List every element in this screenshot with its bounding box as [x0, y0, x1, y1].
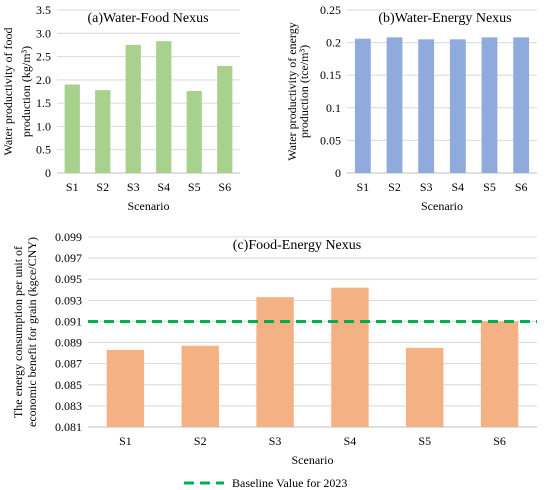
x-tick-label: S2	[388, 180, 401, 194]
y-tick-label: 0	[45, 166, 51, 180]
x-axis-title: Scenario	[128, 199, 170, 213]
x-tick-label: S3	[127, 180, 140, 194]
bar	[186, 91, 202, 173]
bar	[480, 321, 519, 427]
y-tick-label: 0.093	[55, 293, 82, 307]
y-tick-label: 0.085	[55, 378, 82, 392]
bar	[95, 90, 111, 173]
bar	[449, 39, 466, 174]
y-tick-label: 0.25	[320, 3, 341, 17]
y-tick-label: 0.081	[55, 420, 82, 434]
x-tick-label: S1	[66, 180, 79, 194]
bar	[481, 37, 498, 173]
y-tick-label: 0.091	[55, 314, 82, 328]
x-tick-label: S5	[418, 434, 431, 448]
y-tick-label: 0.087	[55, 357, 82, 371]
x-tick-label: S5	[483, 180, 496, 194]
y-tick-label: 2.0	[36, 73, 51, 87]
y-tick-label: 0.099	[55, 230, 82, 244]
y-axis-title: production (kg/m³)	[19, 46, 33, 137]
bar	[331, 287, 369, 427]
x-tick-label: S2	[96, 180, 109, 194]
x-tick-label: S6	[218, 180, 231, 194]
x-axis-title: Scenario	[421, 199, 463, 213]
x-tick-label: S3	[420, 180, 433, 194]
x-tick-label: S1	[119, 434, 132, 448]
x-tick-label: S4	[451, 180, 464, 194]
panel-title: (b)Water-Energy Nexus	[378, 11, 511, 26]
y-tick-label: 0.5	[36, 143, 51, 157]
y-tick-label: 0.1	[326, 101, 341, 115]
y-axis-title: production (tce/m³)	[297, 45, 311, 138]
x-tick-label: S4	[157, 180, 170, 194]
bar	[418, 39, 435, 174]
x-tick-label: S2	[194, 434, 207, 448]
x-tick-label: S5	[188, 180, 201, 194]
y-tick-label: 0.095	[55, 272, 82, 286]
y-tick-label: 0.2	[326, 36, 341, 50]
bar	[513, 37, 530, 173]
bar	[406, 347, 444, 427]
legend-baseline-label: Baseline Value for 2023	[232, 476, 347, 490]
x-tick-label: S6	[493, 434, 506, 448]
legend: Baseline Value for 2023	[184, 476, 347, 490]
bar	[217, 65, 233, 173]
y-tick-label: 2.5	[36, 50, 51, 64]
bar	[386, 37, 403, 173]
y-tick-label: 0.083	[55, 399, 82, 413]
panel-a-water-food-chart: 0 0.5 1.0 1.5 2.0 2.5 3.0 3.5 S1 S2 S3 S4 S5 S6 (a)Wat…	[1, 3, 240, 213]
x-tick-label: S6	[515, 180, 528, 194]
panel-title: (c)Food-Energy Nexus	[233, 238, 361, 253]
y-tick-label: 3.0	[36, 26, 51, 40]
y-axis-title: Water productivity of energy	[285, 22, 299, 160]
panel-b-water-energy-chart: 0 0.05 0.1 0.15 0.2 0.25 S1 S2 S3 S4 S5 S6 (b)Water-…	[285, 3, 537, 213]
x-tick-label: S1	[356, 180, 369, 194]
bar	[181, 345, 219, 427]
y-tick-label: 0.097	[55, 251, 82, 265]
y-tick-label: 3.5	[36, 3, 51, 17]
panel-c-food-energy-chart: 0.081 0.083 0.085 0.087 0.089 0.091 0.093 0.095…	[11, 230, 537, 490]
y-tick-label: 0	[335, 166, 341, 180]
y-tick-label: 0.089	[55, 336, 82, 350]
bar	[106, 349, 145, 427]
y-axis-title: economic benefit for grain (kgce/CNY)	[25, 237, 39, 427]
bar	[125, 44, 141, 173]
y-tick-label: 0.15	[320, 68, 341, 82]
y-axis-title: Water productivity of food	[1, 28, 15, 156]
x-axis-title: Scenario	[292, 453, 334, 467]
bar	[156, 41, 172, 174]
bar	[64, 84, 80, 173]
y-tick-label: 0.05	[320, 133, 341, 147]
y-axis-title: The energy consumption per unit of	[11, 246, 25, 418]
panel-title: (a)Water-Food Nexus	[87, 11, 208, 26]
y-tick-label: 1.0	[36, 119, 51, 133]
bar	[354, 38, 371, 173]
x-tick-label: S4	[344, 434, 357, 448]
y-tick-label: 1.5	[36, 96, 51, 110]
x-tick-label: S3	[269, 434, 282, 448]
bar	[256, 297, 294, 427]
